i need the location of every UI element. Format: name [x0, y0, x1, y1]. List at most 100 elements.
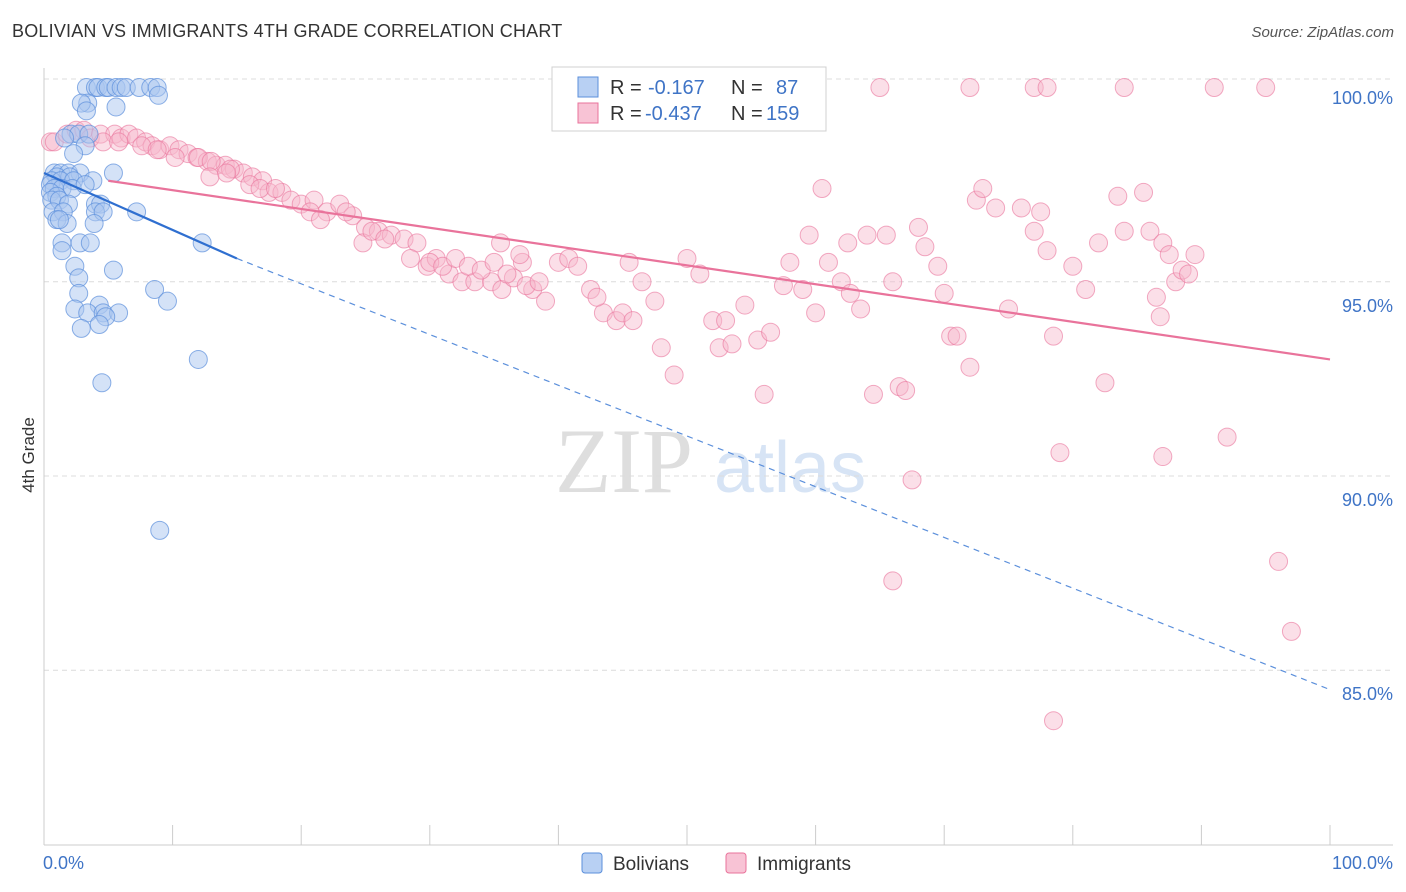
immigrants-point	[1217, 427, 1237, 447]
immigrants-point	[240, 175, 260, 195]
bolivians-point	[150, 520, 170, 540]
bolivians-point	[106, 97, 126, 117]
legend-n-label-1: N =	[731, 77, 763, 99]
bolivians-points	[40, 78, 212, 540]
immigrants-point	[375, 229, 395, 249]
immigrants-point	[812, 179, 832, 199]
y-tick-label: 90.0%	[1342, 490, 1393, 510]
immigrants-point	[851, 299, 871, 319]
immigrants-point	[857, 225, 877, 245]
y-tick-labels: 85.0% 90.0% 95.0% 100.0%	[1332, 88, 1393, 704]
immigrants-point	[799, 225, 819, 245]
bottom-legend-immigrants: Immigrants	[757, 854, 851, 875]
immigrants-point	[613, 303, 633, 323]
immigrants-point	[960, 78, 980, 98]
immigrants-point	[1204, 78, 1224, 98]
immigrants-point	[883, 272, 903, 292]
bolivians-point	[103, 260, 123, 280]
immigrants-point	[250, 179, 270, 199]
immigrants-point	[735, 295, 755, 315]
immigrants-point	[941, 326, 961, 346]
immigrants-point	[1044, 711, 1064, 731]
immigrants-point	[883, 571, 903, 591]
immigrants-point	[1044, 326, 1064, 346]
bolivians-point	[52, 241, 72, 261]
immigrants-point	[986, 198, 1006, 218]
immigrants-point	[536, 291, 556, 311]
immigrants-point	[966, 190, 986, 210]
immigrants-point	[876, 225, 896, 245]
bolivians-point	[69, 283, 89, 303]
immigrants-point	[1095, 373, 1115, 393]
immigrants-point	[1011, 198, 1031, 218]
immigrants-point	[265, 179, 285, 199]
immigrants-point	[947, 326, 967, 346]
bottom-legend-bolivians: Bolivians	[613, 854, 689, 875]
immigrants-point	[632, 272, 652, 292]
immigrants-point	[401, 248, 421, 268]
immigrants-point	[1185, 245, 1205, 265]
y-axis-title: 4th Grade	[19, 417, 38, 493]
immigrants-point	[1037, 78, 1057, 98]
immigrants-point	[1140, 221, 1160, 241]
immigrants-point	[1269, 551, 1289, 571]
immigrants-point	[623, 311, 643, 331]
x-tick-label-min: 0.0%	[43, 853, 84, 873]
immigrants-point	[233, 163, 253, 183]
chart-source: Source: ZipAtlas.com	[1251, 24, 1394, 41]
immigrants-point	[336, 202, 356, 222]
immigrants-point	[1150, 307, 1170, 327]
series-legend: Bolivians Immigrants	[581, 852, 851, 875]
immigrants-point	[908, 217, 928, 237]
bolivians-point	[55, 128, 75, 148]
immigrants-point	[1179, 264, 1199, 284]
bolivians-point	[148, 85, 168, 105]
immigrants-point	[368, 221, 388, 241]
immigrants-point	[568, 256, 588, 276]
bolivians-point	[157, 291, 177, 311]
bolivians-point	[71, 318, 91, 338]
immigrants-point	[304, 190, 324, 210]
immigrants-point	[529, 272, 549, 292]
immigrants-point	[109, 132, 129, 152]
y-tick-label: 95.0%	[1342, 296, 1393, 316]
chart-title: BOLIVIAN VS IMMIGRANTS 4TH GRADE CORRELA…	[12, 21, 563, 41]
bolivians-trend-dashed	[236, 257, 1331, 691]
immigrants-point	[709, 338, 729, 358]
immigrants-trend-line	[108, 179, 1331, 361]
legend-n-label-2: N =	[731, 103, 763, 125]
immigrants-point	[870, 78, 890, 98]
immigrants-point	[420, 252, 440, 272]
immigrants-point	[1114, 221, 1134, 241]
immigrants-point	[1153, 447, 1173, 467]
immigrants-point	[242, 167, 262, 187]
trend-lines	[43, 171, 1331, 691]
immigrants-point	[651, 338, 671, 358]
immigrants-point	[761, 322, 781, 342]
immigrants-point	[1076, 280, 1096, 300]
immigrants-point	[310, 210, 330, 230]
immigrants-points	[40, 78, 1301, 731]
immigrants-point	[934, 283, 954, 303]
immigrants-point	[1050, 443, 1070, 463]
legend-r-label-1: R =	[610, 77, 642, 99]
immigrants-point	[896, 381, 916, 401]
immigrants-point	[188, 147, 208, 167]
immigrants-point	[215, 155, 235, 175]
bolivians-point	[188, 349, 208, 369]
immigrants-point	[840, 283, 860, 303]
immigrants-point	[780, 252, 800, 272]
immigrants-point	[1089, 233, 1109, 253]
immigrants-point	[200, 167, 220, 187]
immigrants-point	[132, 136, 152, 156]
immigrants-point	[645, 291, 665, 311]
immigrants-point	[330, 194, 350, 214]
immigrants-point	[1037, 241, 1057, 261]
immigrants-point	[548, 252, 568, 272]
immigrants-point	[1159, 245, 1179, 265]
immigrants-point	[806, 303, 826, 323]
immigrants-point	[664, 365, 684, 385]
bolivians-point	[64, 144, 84, 164]
y-tick-label: 100.0%	[1332, 88, 1393, 108]
